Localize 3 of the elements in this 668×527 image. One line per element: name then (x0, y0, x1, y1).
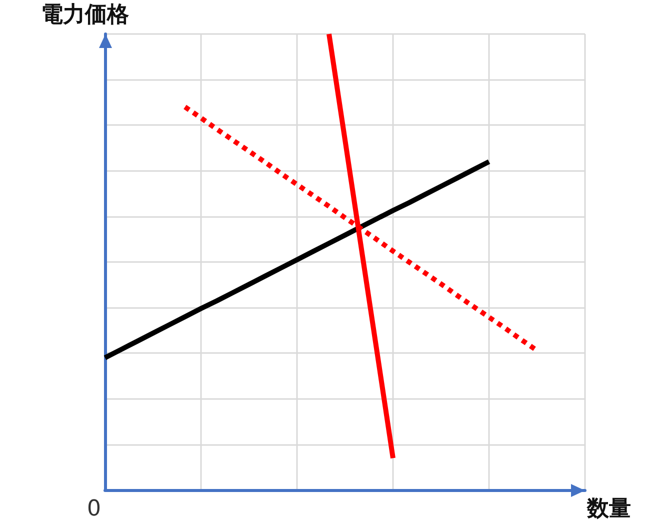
x-axis-title: 数量 (586, 496, 631, 522)
y-axis-title: 電力価格 (41, 2, 130, 28)
text: 0 (87, 496, 101, 522)
